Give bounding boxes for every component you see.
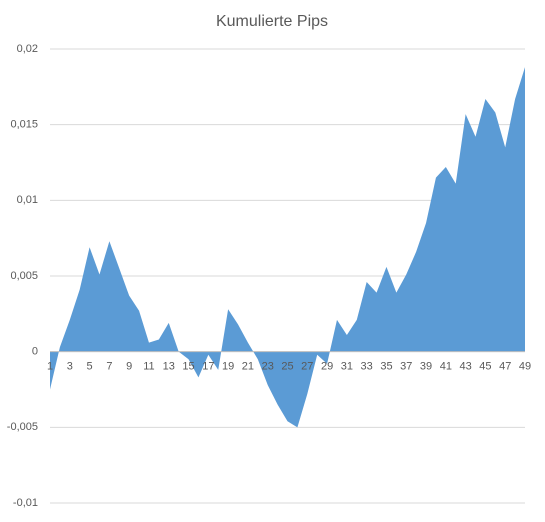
x-tick-label: 33 <box>361 361 373 373</box>
x-tick-label: 27 <box>301 361 313 373</box>
x-tick-label: 47 <box>499 361 511 373</box>
x-tick-label: 3 <box>67 361 73 373</box>
y-tick-label: 0,005 <box>10 270 38 282</box>
y-tick-label: 0,015 <box>10 119 38 131</box>
chart-title: Kumulierte Pips <box>216 13 328 30</box>
x-tick-label: 49 <box>519 361 531 373</box>
x-tick-label: 1 <box>47 361 53 373</box>
y-tick-label: 0,02 <box>17 43 38 55</box>
x-tick-label: 29 <box>321 361 333 373</box>
x-tick-label: 45 <box>479 361 491 373</box>
y-tick-label: -0,01 <box>13 497 38 509</box>
x-tick-label: 11 <box>143 361 154 373</box>
y-tick-label: -0,005 <box>7 421 38 433</box>
y-tick-label: 0,01 <box>17 194 38 206</box>
x-tick-label: 25 <box>281 361 293 373</box>
x-tick-label: 39 <box>420 361 432 373</box>
y-tick-label: 0 <box>32 346 38 358</box>
x-tick-label: 43 <box>460 361 472 373</box>
x-tick-label: 21 <box>242 361 254 373</box>
x-tick-label: 37 <box>400 361 412 373</box>
x-tick-label: 31 <box>341 361 353 373</box>
x-tick-label: 13 <box>163 361 175 373</box>
x-tick-label: 41 <box>440 361 452 373</box>
x-tick-label: 19 <box>222 361 234 373</box>
x-tick-label: 9 <box>126 361 132 373</box>
x-tick-label: 5 <box>87 361 93 373</box>
area <box>50 67 525 428</box>
x-tick-label: 23 <box>262 361 274 373</box>
x-tick-label: 17 <box>202 361 214 373</box>
x-tick-label: 35 <box>380 361 392 373</box>
x-tick-label: 15 <box>182 361 194 373</box>
x-tick-label: 7 <box>106 361 112 373</box>
